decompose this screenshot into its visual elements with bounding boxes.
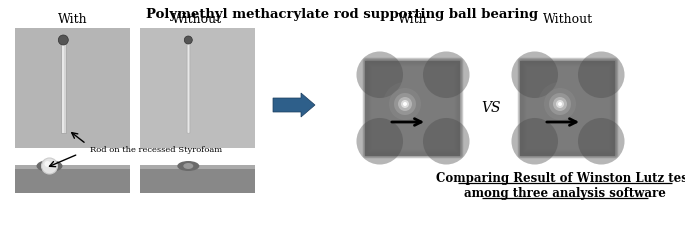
Circle shape [549,93,571,115]
FancyBboxPatch shape [519,59,616,157]
Bar [15,165,130,169]
Ellipse shape [36,160,62,172]
FancyBboxPatch shape [366,61,460,155]
FancyBboxPatch shape [364,59,462,157]
Bar [188,38,189,133]
Ellipse shape [177,161,199,171]
FancyBboxPatch shape [525,65,611,151]
FancyBboxPatch shape [517,58,619,158]
Circle shape [389,88,421,120]
Circle shape [538,82,582,126]
FancyBboxPatch shape [367,62,459,154]
Bar [521,60,616,156]
Circle shape [383,82,427,126]
Circle shape [558,102,562,106]
FancyBboxPatch shape [519,59,617,157]
FancyBboxPatch shape [365,60,461,156]
Bar [140,165,255,169]
Text: among three analysis software: among three analysis software [464,187,666,200]
FancyBboxPatch shape [519,59,618,158]
Bar [140,28,255,148]
FancyBboxPatch shape [524,64,612,152]
FancyBboxPatch shape [523,63,614,153]
FancyBboxPatch shape [364,59,462,158]
Text: Comparing Result of Winston Lutz test: Comparing Result of Winston Lutz test [436,172,685,185]
Circle shape [45,161,51,167]
Text: Rod on the recessed Styrofoam: Rod on the recessed Styrofoam [90,146,223,154]
FancyBboxPatch shape [370,65,456,151]
Circle shape [58,35,68,45]
Ellipse shape [512,118,558,164]
Bar [187,38,190,133]
FancyBboxPatch shape [369,64,457,152]
FancyBboxPatch shape [525,66,610,150]
FancyBboxPatch shape [362,58,464,158]
Ellipse shape [578,118,625,164]
FancyBboxPatch shape [369,64,457,152]
FancyBboxPatch shape [524,64,612,152]
FancyBboxPatch shape [368,63,458,153]
FancyBboxPatch shape [518,58,618,158]
FancyBboxPatch shape [525,65,611,151]
Circle shape [544,88,576,120]
Text: VS: VS [482,101,501,115]
Ellipse shape [356,118,403,164]
Ellipse shape [423,118,469,164]
FancyBboxPatch shape [521,61,615,155]
FancyBboxPatch shape [526,66,610,150]
Text: With: With [58,13,87,26]
FancyBboxPatch shape [520,60,616,156]
FancyBboxPatch shape [523,63,612,153]
Ellipse shape [356,51,403,98]
Ellipse shape [184,163,193,169]
FancyBboxPatch shape [520,60,616,156]
Circle shape [184,36,192,44]
Bar [62,38,64,133]
FancyBboxPatch shape [366,61,460,155]
FancyBboxPatch shape [371,66,456,150]
FancyBboxPatch shape [521,61,615,155]
Ellipse shape [423,51,469,98]
Circle shape [553,97,567,111]
Text: With: With [398,13,428,26]
FancyBboxPatch shape [523,63,613,153]
FancyBboxPatch shape [521,62,614,154]
FancyBboxPatch shape [363,58,463,158]
FancyArrow shape [273,93,315,117]
Circle shape [403,102,407,106]
FancyBboxPatch shape [366,62,460,154]
Bar [61,38,66,133]
Circle shape [401,100,409,108]
Text: Without: Without [173,13,223,26]
FancyBboxPatch shape [367,63,458,153]
FancyBboxPatch shape [369,63,458,153]
Ellipse shape [512,51,558,98]
Bar [15,28,130,148]
FancyBboxPatch shape [364,59,462,157]
Circle shape [556,100,564,108]
Circle shape [394,93,416,115]
Text: Without: Without [543,13,593,26]
FancyBboxPatch shape [370,65,456,151]
Circle shape [42,158,58,174]
Bar [366,60,460,156]
Text: Polymethyl methacrylate rod supporting ball bearing: Polymethyl methacrylate rod supporting b… [146,8,538,21]
Circle shape [398,97,412,111]
FancyBboxPatch shape [371,66,455,150]
Bar [15,165,130,193]
Bar [140,165,255,193]
Ellipse shape [578,51,625,98]
FancyBboxPatch shape [364,60,461,156]
FancyBboxPatch shape [522,62,614,154]
